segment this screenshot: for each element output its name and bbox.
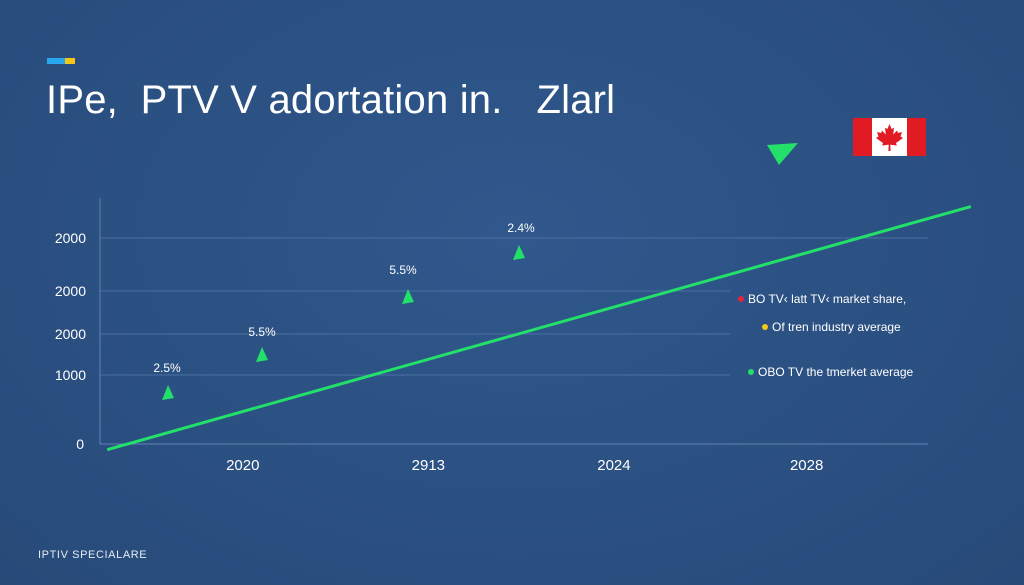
legend-swatch-yellow <box>762 324 768 330</box>
legend-swatch-red <box>738 296 744 302</box>
y-tick-label: 2000 <box>55 283 86 299</box>
x-tick-label: 2024 <box>597 457 630 474</box>
legend-label: OBO TV the tmerket average <box>758 365 914 379</box>
y-tick-label: 1000 <box>55 367 86 383</box>
legend-item-industry-average: Of tren industry average <box>762 320 901 334</box>
legend-label: Of tren industry average <box>772 320 901 334</box>
data-point-marker <box>513 245 525 260</box>
data-label: 2.5% <box>153 361 181 375</box>
chart-title: IPe, PTV V adortation in. Zlarl <box>46 78 616 122</box>
data-point-marker <box>256 347 268 362</box>
x-tick-label: 2028 <box>790 457 823 474</box>
footer-brand: IPTIV SPECIALARE <box>38 549 148 561</box>
y-tick-label: 2000 <box>55 326 86 342</box>
legend-item-market-share: BO TV‹ latt TV‹ market share, <box>738 292 906 306</box>
data-point-marker <box>162 385 174 400</box>
data-point-marker <box>402 289 414 304</box>
data-label: 5.5% <box>389 263 417 277</box>
accent-bar <box>47 58 75 64</box>
series-line <box>106 205 972 452</box>
data-label: 5.5% <box>248 325 276 339</box>
canada-flag-icon <box>853 118 926 156</box>
legend-item-market-average: OBO TV the tmerket average <box>748 365 913 379</box>
y-tick-label: 0 <box>76 436 84 452</box>
x-tick-label: 2020 <box>226 457 259 474</box>
data-label: 2.4% <box>507 221 535 235</box>
legend-swatch-green <box>748 369 754 375</box>
y-tick-label: 2000 <box>55 230 86 246</box>
x-tick-label: 2913 <box>412 457 445 474</box>
trend-arrow-head <box>767 143 798 165</box>
legend-label: BO TV‹ latt TV‹ market share, <box>748 292 907 306</box>
